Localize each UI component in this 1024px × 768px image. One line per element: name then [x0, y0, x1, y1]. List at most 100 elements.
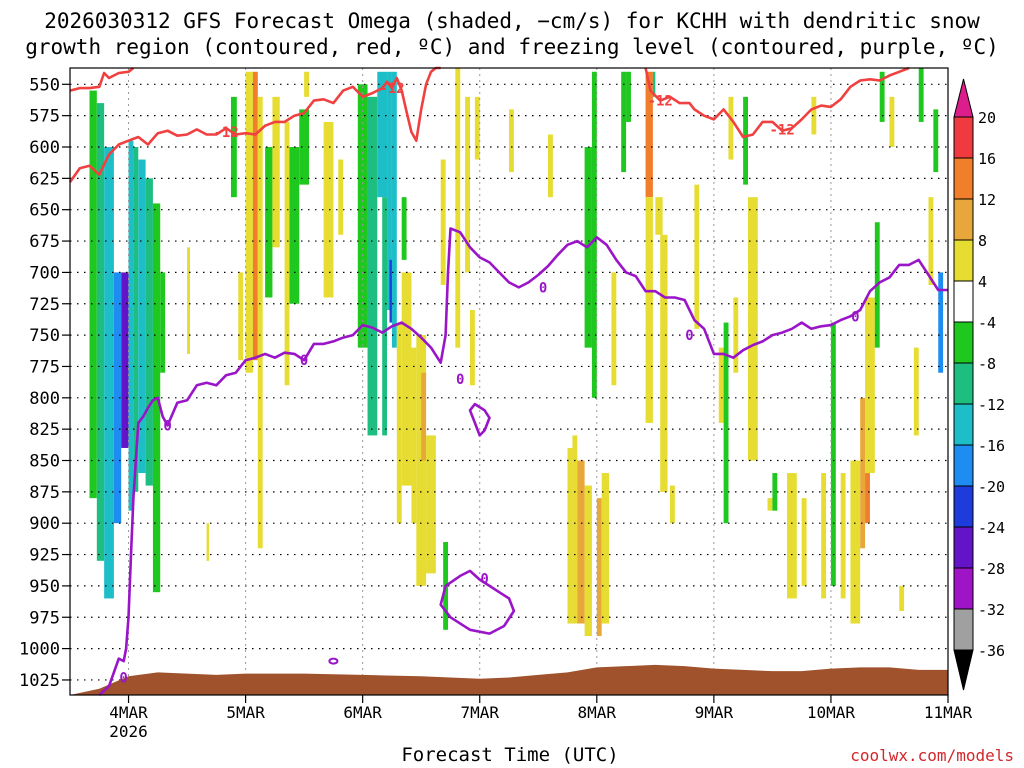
omega-cell — [133, 147, 139, 492]
omega-cell — [455, 68, 461, 348]
freezing-level-label: 0 — [456, 372, 464, 388]
omega-cell — [694, 184, 700, 329]
dendritic-contour-label: -12 — [379, 81, 404, 97]
omega-cell — [289, 147, 300, 304]
y-tick-label: 925 — [29, 546, 60, 566]
omega-cell — [440, 159, 446, 285]
dendritic-contour-label: -12 — [648, 94, 673, 110]
y-tick-label: 850 — [29, 452, 60, 472]
omega-cell — [645, 71, 653, 198]
y-tick-label: 625 — [29, 169, 60, 189]
omega-cell — [382, 197, 388, 436]
omega-cell — [840, 473, 846, 599]
colorbar-tick-label: -28 — [978, 560, 1005, 578]
colorbar-bin — [953, 403, 974, 446]
colorbar-bin — [953, 280, 974, 323]
omega-cell — [669, 485, 675, 524]
omega-cell — [245, 71, 253, 373]
colorbar-bin — [953, 239, 974, 282]
freezing-level-label: 0 — [539, 280, 547, 296]
dendritic-contour-line — [69, 66, 135, 92]
omega-cell — [767, 498, 773, 511]
omega-shading — [89, 68, 944, 637]
y-tick-label: 875 — [29, 483, 60, 503]
omega-cell — [338, 159, 344, 235]
colorbar: 20 16 12 8 4 -4 -8 -12 -16 -20 -24 -28 -32 -36 — [953, 78, 1005, 691]
colorbar-bin — [953, 567, 974, 610]
freezing-level-label: 0 — [119, 670, 127, 686]
plot-area-background — [70, 68, 948, 695]
colorbar-bin — [953, 608, 974, 651]
colorbar-bin — [953, 526, 974, 569]
omega-cell — [626, 71, 631, 122]
colorbar-tick-label: -36 — [978, 642, 1005, 660]
omega-cell — [865, 297, 875, 474]
omega-cell — [89, 90, 97, 499]
colorbar-tick-label: 12 — [978, 191, 996, 209]
omega-cell — [396, 322, 402, 524]
omega-cell — [660, 234, 668, 492]
colorbar-bin — [953, 321, 974, 364]
y-tick-label: 650 — [29, 201, 60, 221]
x-tick-sublabel: 2026 — [109, 722, 148, 741]
chart-title-line-2: growth region (contoured, red, ºC) and f… — [25, 35, 999, 59]
omega-cell — [830, 322, 836, 586]
omega-cell — [401, 272, 412, 486]
omega-cell — [718, 347, 724, 423]
y-tick-label: 800 — [29, 389, 60, 409]
y-tick-label: 750 — [29, 326, 60, 346]
omega-cell — [933, 109, 939, 173]
omega-cell — [801, 498, 807, 586]
omega-cell — [743, 96, 749, 185]
freezing-level-label: 0 — [480, 571, 488, 587]
omega-cell — [304, 71, 310, 97]
colorbar-top-arrow — [953, 78, 974, 118]
y-tick-label: 775 — [29, 357, 60, 377]
omega-cell — [645, 197, 653, 423]
omega-cell — [357, 84, 368, 348]
omega-cell — [596, 498, 602, 637]
omega-cell — [284, 121, 290, 386]
omega-cell — [899, 585, 905, 611]
colorbar-bin — [953, 116, 974, 159]
x-tick-label: 9MAR — [695, 703, 734, 722]
omega-cell — [411, 347, 417, 524]
omega-cell — [426, 435, 431, 574]
omega-cell — [548, 134, 553, 198]
omega-cell — [860, 397, 866, 549]
omega-cell — [850, 460, 861, 624]
colorbar-tick-label: -20 — [978, 478, 1005, 496]
y-tick-label: 1000 — [19, 640, 60, 660]
omega-cell — [621, 71, 627, 173]
terrain-layer — [70, 664, 948, 695]
omega-cell — [265, 147, 273, 298]
omega-cell — [121, 272, 129, 448]
omega-cell — [879, 71, 885, 122]
colorbar-bin — [953, 157, 974, 200]
y-tick-label: 575 — [29, 107, 60, 127]
omega-cell — [889, 96, 895, 148]
colorbar-tick-label: -32 — [978, 601, 1005, 619]
omega-cell — [787, 473, 797, 599]
omega-cell — [160, 272, 166, 373]
colorbar-tick-label: -24 — [978, 519, 1005, 537]
omega-cell — [113, 272, 122, 524]
omega-cell — [252, 71, 258, 361]
colorbar-bin — [953, 198, 974, 241]
freezing-level-loop — [468, 402, 491, 437]
omega-cell — [128, 140, 134, 511]
colorbar-tick-label: 16 — [978, 150, 996, 168]
omega-cell — [601, 473, 609, 624]
x-tick-label: 11MAR — [924, 703, 973, 722]
terrain-fill — [70, 664, 948, 695]
x-axis-title: Forecast Time (UTC) — [401, 744, 619, 766]
contour-layer: -12 -12 -12 -12 0 0 0 0 0 0 0 0 — [68, 66, 948, 696]
x-tick-label: 5MAR — [226, 703, 265, 722]
plot-frame — [69, 67, 949, 696]
y-axis: 550 575 600 625 650 675 700 725 750 775 800 825 850 8… — [19, 75, 70, 691]
omega-cell — [748, 197, 758, 461]
omega-cell — [913, 347, 919, 436]
credit-text: coolwx.com/models — [850, 746, 1014, 765]
colorbar-bin — [953, 362, 974, 405]
